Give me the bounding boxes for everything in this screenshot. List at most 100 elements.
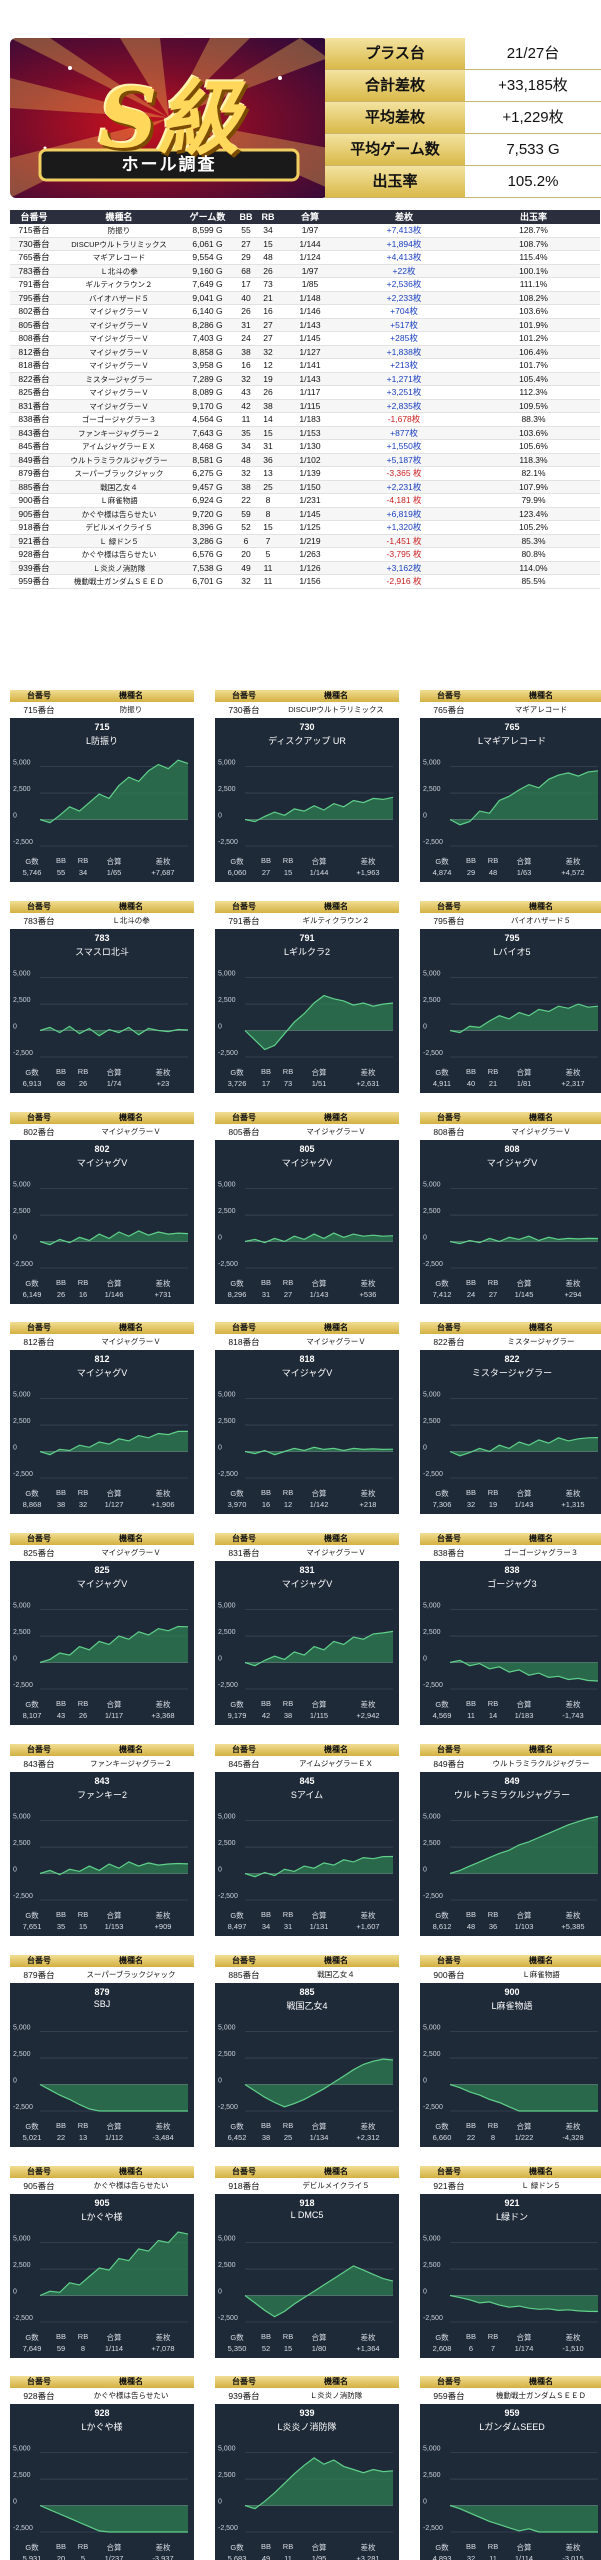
balance-chart: 5,000 2,500 0 -2,500 bbox=[13, 2231, 189, 2323]
table-cell-bb: 24 bbox=[241, 333, 251, 343]
stat-header: RB bbox=[77, 2121, 89, 2130]
balance-chart: 5,000 2,500 0 -2,500 bbox=[218, 2446, 394, 2533]
table-cell-name: スーパーブラックジャック bbox=[74, 469, 164, 478]
y-tick-label: 0 bbox=[13, 1024, 17, 1031]
stat-header: 合算 bbox=[516, 1068, 532, 1077]
card-header-name-label: 機種名 bbox=[273, 1955, 399, 1967]
card-stats: G数 3,970 BB 16 RB 12 合算 1/142 差枚 +218 bbox=[215, 1486, 399, 1514]
stat-header: 差枚 bbox=[565, 1489, 581, 1498]
stat-value-rb: 34 bbox=[78, 868, 88, 877]
table-cell-rate: 85.3% bbox=[521, 535, 546, 546]
table-cell-diff: -1,678枚 bbox=[387, 414, 421, 424]
stat-value-gs: 1/222 bbox=[514, 2133, 534, 2142]
card-header-no-label: 台番号 bbox=[215, 1955, 273, 1967]
card-header-name-label: 機種名 bbox=[478, 1955, 601, 1967]
stat-header: BB bbox=[260, 1278, 271, 1287]
y-tick-label: 5,000 bbox=[423, 1603, 441, 1610]
card-header-name-label: 機種名 bbox=[478, 1533, 601, 1545]
stat-header: 合算 bbox=[106, 2333, 122, 2342]
stat-value-bb: 42 bbox=[261, 1711, 271, 1720]
table-cell-rate: 108.7% bbox=[519, 238, 548, 249]
y-tick-label: 0 bbox=[218, 1024, 222, 1031]
table-cell-games: 3,286 G bbox=[192, 535, 223, 546]
card-machine-name: アイムジャグラーＥＸ bbox=[298, 1759, 374, 1768]
card-header-name-label: 機種名 bbox=[68, 1744, 194, 1756]
y-tick-label: -2,500 bbox=[13, 1893, 33, 1900]
card-number: 843 bbox=[94, 1776, 110, 1786]
y-tick-label: 0 bbox=[13, 1867, 17, 1874]
stat-value-gs: 1/114 bbox=[104, 2344, 124, 2353]
stat-header: 合算 bbox=[311, 857, 327, 866]
balance-line bbox=[39, 2504, 188, 2533]
y-tick-label: 5,000 bbox=[13, 971, 31, 978]
stat-value-g: 5,350 bbox=[227, 2344, 247, 2353]
stat-value-rb: 13 bbox=[78, 2133, 88, 2142]
table-cell-name: 防振り bbox=[107, 226, 131, 235]
stat-header: G数 bbox=[435, 2333, 449, 2342]
stat-header: RB bbox=[487, 2542, 499, 2551]
stat-value-g: 8,296 bbox=[227, 1290, 247, 1299]
card-stats: G数 4,874 BB 29 RB 48 合算 1/63 差枚 +4,572 bbox=[420, 854, 601, 882]
stat-header: 合算 bbox=[311, 2122, 327, 2131]
balance-chart: 5,000 2,500 0 -2,500 bbox=[13, 2025, 188, 2112]
card-short-name: LガンダムSEED bbox=[479, 2422, 545, 2432]
card-number: 928 bbox=[94, 2408, 110, 2418]
stat-value-g: 5,683 bbox=[227, 2554, 247, 2560]
card-header: 台番号 機種名 918番台 デビルメイクライ５ bbox=[215, 2166, 399, 2194]
stat-header: 差枚 bbox=[155, 2543, 171, 2552]
table-cell-rate: 82.1% bbox=[521, 468, 546, 478]
card-short-name: ウルトラミラクルジャグラー bbox=[453, 1790, 571, 1800]
stat-value-diff: +1,315 bbox=[561, 1500, 585, 1509]
table-cell-no: 730番台 bbox=[18, 238, 50, 249]
table-cell-gs: 1/102 bbox=[299, 454, 321, 465]
stat-value-gs: 1/115 bbox=[309, 1711, 329, 1720]
y-tick-label: 2,500 bbox=[13, 1208, 31, 1215]
y-tick-label: -2,500 bbox=[423, 1261, 443, 1268]
stat-header: 合算 bbox=[311, 1489, 327, 1498]
card-stats: G数 2,608 BB 6 RB 7 合算 1/174 差枚 -1,510 bbox=[420, 2330, 601, 2358]
table-cell-games: 9,720 G bbox=[192, 508, 223, 519]
summary-table: プラス台 21/27台 合計差枚 +33,185枚 平均差枚 +1,229枚 平均ゲーム数 7… bbox=[325, 38, 601, 198]
card-machine-no: 791番台 bbox=[228, 916, 260, 926]
card-header-name-label: 機種名 bbox=[68, 1322, 194, 1334]
card-stats: G数 8,497 BB 34 RB 31 合算 1/131 差枚 +1,607 bbox=[215, 1908, 399, 1936]
y-tick-label: 2,500 bbox=[423, 2051, 441, 2058]
machine-chart-card: 台番号 機種名 818番台 マイジャグラーＶ 818 マイジャグV 5,000 2,500 0 -… bbox=[215, 1322, 399, 1514]
balance-chart: 5,000 2,500 0 -2,500 bbox=[423, 2236, 599, 2323]
stat-header: RB bbox=[77, 1067, 89, 1076]
table-cell-bb: 68 bbox=[241, 265, 251, 276]
y-tick-label: 0 bbox=[423, 1656, 427, 1663]
machine-chart-card: 台番号 機種名 825番台 マイジャグラーＶ 825 マイジャグV 5,000 2,500 0 -… bbox=[10, 1533, 194, 1725]
stat-value-g: 3,970 bbox=[227, 1500, 247, 1509]
card-number: 885 bbox=[299, 1987, 315, 1997]
stat-header: G数 bbox=[25, 1700, 39, 1709]
card-stats: G数 6,060 BB 27 RB 15 合算 1/144 差枚 +1,963 bbox=[215, 854, 399, 882]
stat-value-bb: 11 bbox=[467, 1711, 475, 1720]
stat-header: RB bbox=[487, 2121, 499, 2130]
card-header-name-label: 機種名 bbox=[273, 1322, 399, 1334]
summary-label: 合計差枚 bbox=[325, 70, 465, 101]
table-header-cell: RB bbox=[257, 210, 279, 224]
stat-value-gs: 1/237 bbox=[104, 2554, 124, 2560]
card-machine-name: かぐや様は告らせたい bbox=[93, 2181, 169, 2190]
table-cell-no: 818番台 bbox=[18, 360, 50, 370]
stat-header: 合算 bbox=[311, 2543, 327, 2552]
stat-header: G数 bbox=[25, 1068, 39, 1077]
stat-value-g: 7,412 bbox=[432, 1290, 452, 1299]
table-cell-rate: 115.4% bbox=[519, 252, 548, 262]
y-tick-label: 5,000 bbox=[218, 760, 236, 767]
stat-header: BB bbox=[260, 1488, 271, 1497]
card-header: 台番号 機種名 921番台 Ｌ 緑ドン５ bbox=[420, 2166, 601, 2194]
stat-header: RB bbox=[282, 2332, 294, 2341]
table-cell-bb: 32 bbox=[241, 373, 251, 384]
machine-chart-card: 台番号 機種名 730番台 DISCUPウルトラリミックス 730 ディスクアップ UR 5… bbox=[215, 690, 399, 882]
balance-line bbox=[449, 2294, 599, 2313]
table-cell-rate: 101.9% bbox=[519, 319, 548, 330]
stat-value-g: 3,726 bbox=[227, 1079, 247, 1088]
y-tick-label: 0 bbox=[13, 1445, 17, 1452]
stat-value-bb: 68 bbox=[56, 1079, 66, 1088]
table-header-cell: 合算 bbox=[279, 210, 341, 224]
card-header-no-label: 台番号 bbox=[215, 690, 273, 702]
table-cell-rate: 79.9% bbox=[521, 495, 546, 505]
y-tick-label: -2,500 bbox=[13, 1050, 33, 1057]
